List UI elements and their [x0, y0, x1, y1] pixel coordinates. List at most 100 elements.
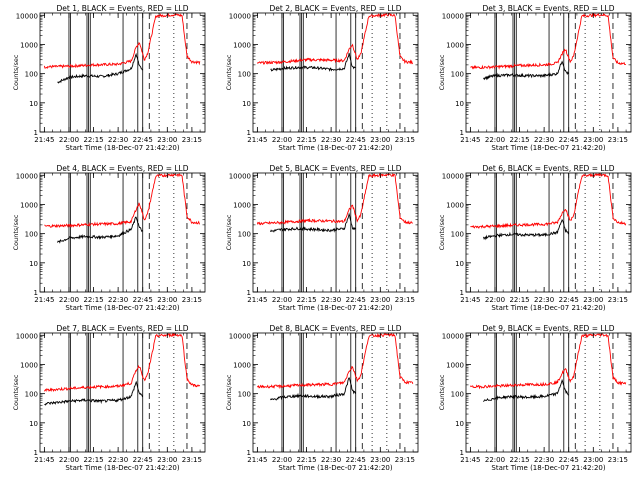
x-tick-label: 22:30 — [321, 296, 341, 304]
y-tick-label: 10000 — [16, 12, 38, 20]
lld-series-line — [470, 173, 627, 229]
x-tick-label: 21:45 — [34, 456, 54, 464]
x-tick-label: 22:15 — [83, 136, 103, 144]
y-tick-label: 10000 — [16, 172, 38, 180]
events-series-line — [483, 378, 569, 402]
x-tick-label: 23:00 — [583, 456, 603, 464]
detector-panel-5: 1 10 100 1000 10000 21:45 22:00 22:15 22:30 22:45… — [225, 164, 419, 312]
x-tick-label: 22:30 — [534, 296, 554, 304]
y-axis-label: Counts/sec — [225, 374, 233, 410]
x-tick-label: 22:15 — [83, 456, 103, 464]
x-tick-label: 22:15 — [83, 296, 103, 304]
y-tick-label: 10000 — [442, 332, 464, 340]
y-axis-label: Counts/sec — [12, 54, 20, 90]
y-tick-label: 1 — [247, 449, 251, 457]
y-tick-label: 100 — [238, 391, 251, 399]
x-tick-label: 22:30 — [108, 456, 128, 464]
x-tick-label: 21:45 — [460, 136, 480, 144]
y-tick-label: 1000 — [233, 41, 251, 49]
lld-series-line — [470, 333, 627, 390]
x-tick-label: 23:00 — [157, 456, 177, 464]
x-tick-label: 23:15 — [608, 136, 628, 144]
x-tick-label: 22:00 — [59, 456, 79, 464]
panel-title: Det 6, BLACK = Events, RED = LLD — [482, 164, 614, 173]
plot-frame — [465, 12, 632, 133]
plot-frame — [39, 12, 206, 133]
x-tick-label: 22:00 — [272, 136, 292, 144]
x-tick-label: 22:45 — [559, 456, 579, 464]
x-tick-label: 22:45 — [559, 296, 579, 304]
x-tick-label: 23:15 — [395, 136, 415, 144]
x-tick-label: 22:15 — [296, 296, 316, 304]
detector-panel-6: 1 10 100 1000 10000 21:45 22:00 22:15 22:30 22:45… — [438, 164, 632, 312]
y-axis-label: Counts/sec — [438, 214, 446, 250]
events-series-line — [270, 52, 356, 72]
detector-panel-3: 1 10 100 1000 10000 21:45 22:00 22:15 22:30 22:45… — [438, 4, 632, 152]
x-tick-label: 23:15 — [182, 296, 202, 304]
detector-panel-2: 1 10 100 1000 10000 21:45 22:00 22:15 22:30 22:45… — [225, 4, 419, 152]
y-axis-label: Counts/sec — [438, 54, 446, 90]
x-tick-label: 22:45 — [133, 296, 153, 304]
detector-panel-9: 1 10 100 1000 10000 21:45 22:00 22:15 22:30 22:45… — [438, 324, 632, 472]
x-tick-label: 22:45 — [133, 456, 153, 464]
x-tick-label: 22:45 — [346, 136, 366, 144]
x-tick-label: 23:00 — [157, 136, 177, 144]
y-tick-label: 1000 — [446, 361, 464, 369]
panel-title: Det 2, BLACK = Events, RED = LLD — [269, 4, 401, 13]
x-tick-label: 22:00 — [485, 456, 505, 464]
x-tick-label: 23:00 — [157, 296, 177, 304]
lld-series-line — [256, 173, 414, 226]
y-tick-label: 100 — [25, 231, 38, 239]
y-tick-label: 100 — [451, 391, 464, 399]
y-axis-label: Counts/sec — [438, 374, 446, 410]
panel-title: Det 9, BLACK = Events, RED = LLD — [482, 324, 614, 333]
events-series-line — [57, 216, 143, 244]
x-axis-label: Start Time (18-Dec-07 21:42:20) — [491, 304, 605, 312]
y-tick-label: 10 — [242, 420, 251, 428]
y-tick-label: 1 — [460, 449, 464, 457]
y-tick-label: 10000 — [442, 12, 464, 20]
y-tick-label: 100 — [238, 231, 251, 239]
x-tick-label: 23:15 — [608, 296, 628, 304]
y-tick-label: 10 — [29, 420, 38, 428]
x-tick-label: 22:45 — [346, 456, 366, 464]
y-axis-label: Counts/sec — [12, 214, 20, 250]
x-axis-label: Start Time (18-Dec-07 21:42:20) — [65, 304, 179, 312]
lld-series-line — [43, 13, 201, 70]
x-tick-label: 22:15 — [296, 456, 316, 464]
panel-title: Det 3, BLACK = Events, RED = LLD — [482, 4, 614, 13]
events-series-line — [270, 377, 356, 401]
x-tick-label: 22:15 — [296, 136, 316, 144]
x-axis-label: Start Time (18-Dec-07 21:42:20) — [491, 144, 605, 152]
y-tick-label: 100 — [25, 391, 38, 399]
x-tick-label: 23:00 — [370, 456, 390, 464]
plot-frame — [252, 332, 419, 453]
x-tick-label: 22:15 — [509, 136, 529, 144]
y-tick-label: 10000 — [229, 12, 251, 20]
x-tick-label: 21:45 — [247, 456, 267, 464]
plot-frame — [252, 12, 419, 133]
x-tick-label: 22:00 — [59, 296, 79, 304]
detector-panel-1: 1 10 100 1000 10000 21:45 22:00 22:15 22:30 22:45… — [12, 4, 206, 152]
y-tick-label: 10000 — [229, 172, 251, 180]
lld-series-line — [257, 13, 414, 65]
detector-panel-7: 1 10 100 1000 10000 21:45 22:00 22:15 22:30 22:45… — [12, 324, 206, 472]
x-axis-label: Start Time (18-Dec-07 21:42:20) — [278, 304, 392, 312]
plot-frame — [465, 332, 632, 453]
x-tick-label: 22:00 — [272, 456, 292, 464]
y-tick-label: 1 — [247, 129, 251, 137]
y-tick-label: 1000 — [20, 41, 38, 49]
x-axis-label: Start Time (18-Dec-07 21:42:20) — [65, 144, 179, 152]
y-tick-label: 10000 — [16, 332, 38, 340]
lld-series-line — [44, 333, 201, 393]
x-tick-label: 22:00 — [272, 296, 292, 304]
x-tick-label: 22:00 — [59, 136, 79, 144]
y-tick-label: 1000 — [446, 41, 464, 49]
x-tick-label: 23:00 — [583, 136, 603, 144]
y-tick-label: 10 — [242, 260, 251, 268]
y-tick-label: 10 — [29, 100, 38, 108]
y-tick-label: 1000 — [20, 201, 38, 209]
x-tick-label: 23:00 — [370, 296, 390, 304]
x-axis-label: Start Time (18-Dec-07 21:42:20) — [278, 144, 392, 152]
y-tick-label: 1 — [460, 289, 464, 297]
